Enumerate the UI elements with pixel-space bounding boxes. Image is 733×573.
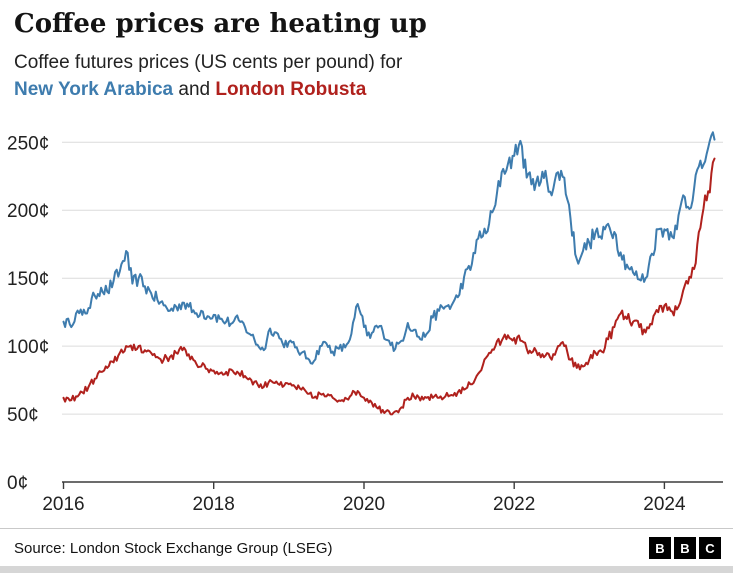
legend-arabica-label: New York Arabica	[14, 79, 174, 100]
subtitle-text: Coffee futures prices (US cents per poun…	[14, 52, 403, 73]
x-axis-label: 2018	[193, 494, 235, 515]
source-text: Source: London Stock Exchange Group (LSE…	[14, 539, 333, 557]
footer: Source: London Stock Exchange Group (LSE…	[0, 528, 733, 565]
bbc-logo-letter-c: C	[699, 537, 721, 559]
x-axis-label: 2022	[493, 494, 535, 515]
y-axis-label: 0¢	[7, 473, 28, 494]
y-axis-label: 50¢	[7, 405, 39, 426]
series-line-arabica	[62, 131, 716, 365]
bottom-strip	[0, 566, 733, 573]
chart-title: Coffee prices are heating up	[14, 9, 427, 39]
y-axis-label: 100¢	[7, 337, 49, 358]
bbc-logo-letter-b2: B	[674, 537, 696, 559]
bbc-logo: B B C	[649, 537, 721, 559]
x-axis-label: 2016	[42, 494, 84, 515]
subtitle-conjunction: and	[173, 79, 216, 100]
bbc-logo-letter-b1: B	[649, 537, 671, 559]
line-chart: 0¢ 50¢ 100¢ 150¢ 200¢ 250¢ 2016 2018 2020 2022 202…	[7, 131, 723, 515]
y-axis-label: 250¢	[7, 133, 49, 154]
y-axis-label: 150¢	[7, 269, 49, 290]
y-axis-label: 200¢	[7, 201, 49, 222]
x-axis-label: 2020	[343, 494, 385, 515]
legend-robusta-label: London Robusta	[215, 79, 367, 100]
x-axis-label: 2024	[643, 494, 686, 515]
series-line-robusta	[62, 157, 716, 416]
chart-subtitle: Coffee futures prices (US cents per poun…	[0, 49, 733, 103]
